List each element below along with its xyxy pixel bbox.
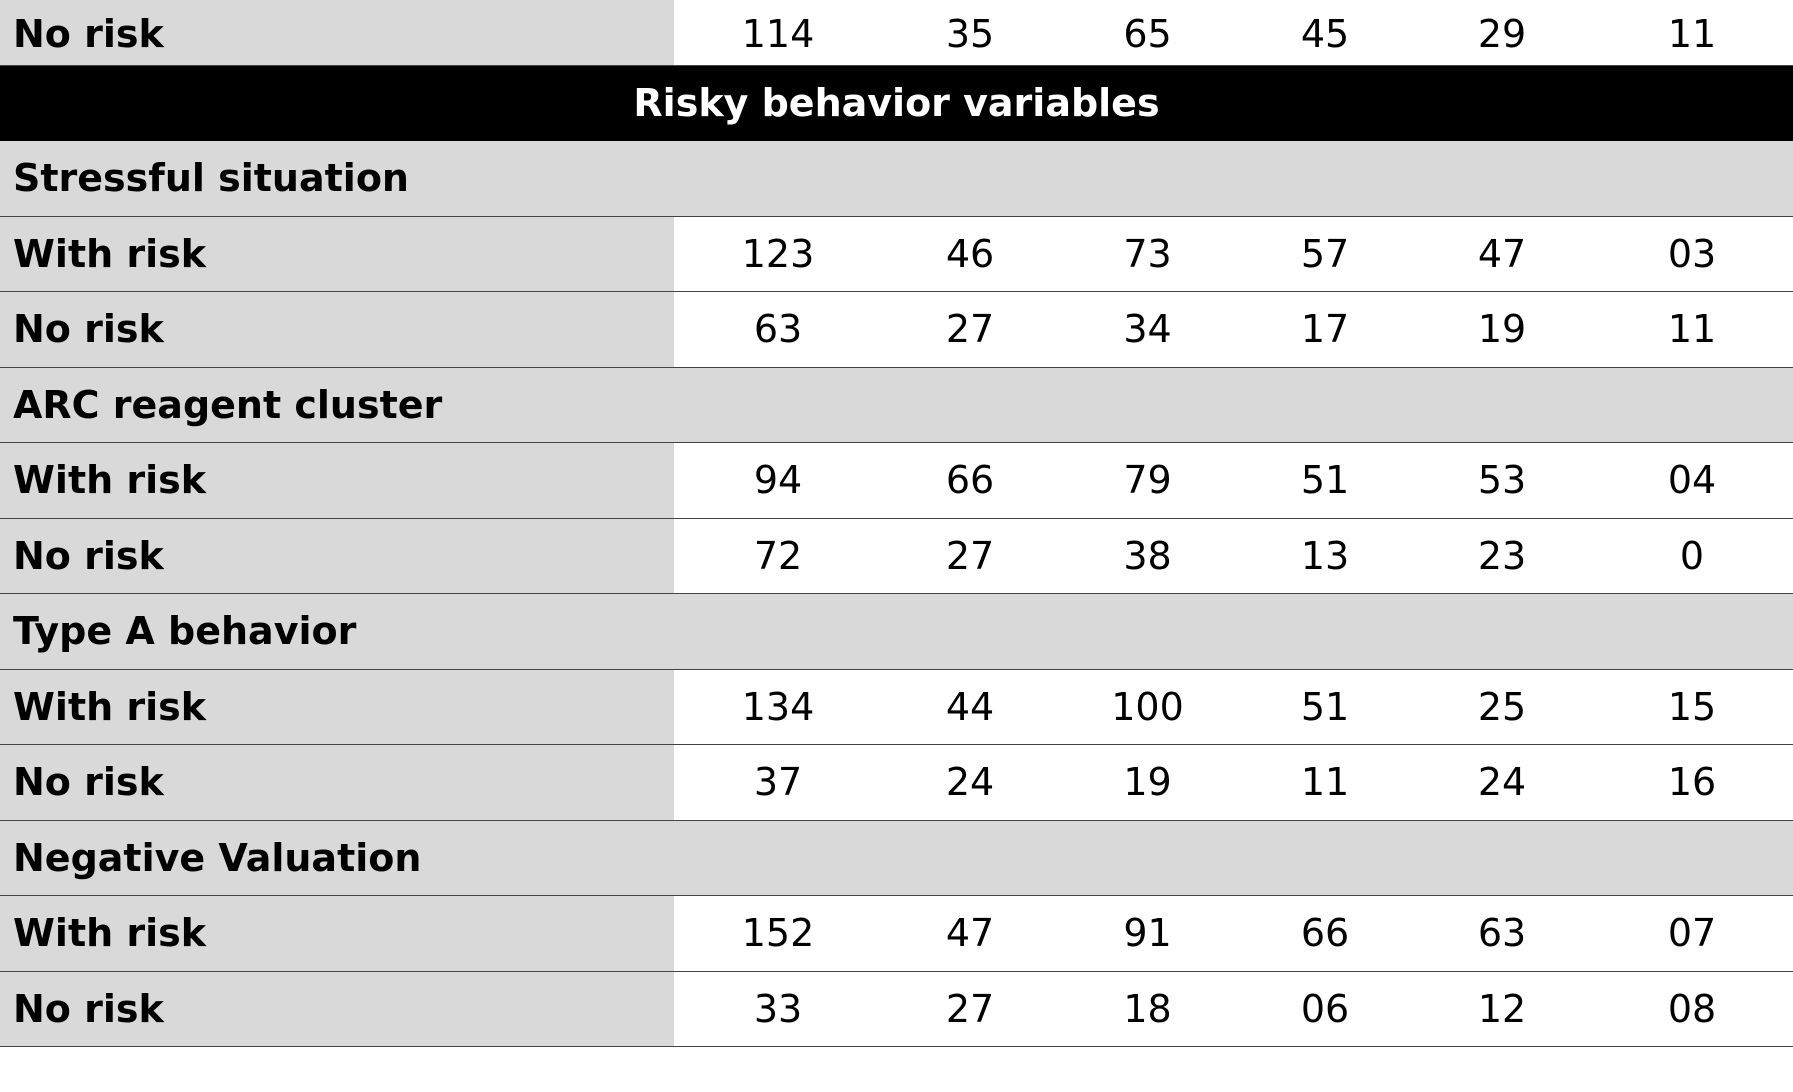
cell-value: 66: [1237, 895, 1413, 972]
cell-value: 24: [882, 744, 1058, 821]
group-header-row: ARC reagent cluster: [0, 367, 1793, 443]
table-row: No risk 37 24 19 11 24 16: [0, 744, 1793, 821]
cell-value: 11: [1591, 0, 1793, 66]
cell-value: 152: [674, 895, 882, 972]
row-label: With risk: [0, 442, 674, 519]
table-row: With risk 134 44 100 51 25 15: [0, 669, 1793, 745]
cell-value: 27: [882, 291, 1058, 368]
cell-value: 12: [1413, 971, 1591, 1047]
table-row: No risk 63 27 34 17 19 11: [0, 291, 1793, 368]
cell-value: 17: [1237, 291, 1413, 368]
cell-value: 123: [674, 216, 882, 292]
row-label: No risk: [0, 0, 674, 66]
cell-value: 06: [1237, 971, 1413, 1047]
cell-value: 03: [1591, 216, 1793, 292]
cell-value: 13: [1237, 518, 1413, 594]
row-label: With risk: [0, 216, 674, 292]
data-table: No risk 114 35 65 45 29 11 Risky behavio…: [0, 0, 1793, 1047]
cell-value: 35: [882, 0, 1058, 66]
row-label: No risk: [0, 518, 674, 594]
cell-value: 04: [1591, 442, 1793, 519]
row-label: No risk: [0, 744, 674, 821]
group-title: ARC reagent cluster: [0, 367, 1793, 443]
cell-value: 19: [1413, 291, 1591, 368]
cell-value: 72: [674, 518, 882, 594]
cell-value: 65: [1058, 0, 1237, 66]
cell-value: 33: [674, 971, 882, 1047]
cell-value: 19: [1058, 744, 1237, 821]
cell-value: 63: [674, 291, 882, 368]
cell-value: 38: [1058, 518, 1237, 594]
cell-value: 47: [882, 895, 1058, 972]
table-row: No risk 72 27 38 13 23 0: [0, 518, 1793, 594]
cell-value: 37: [674, 744, 882, 821]
cell-value: 24: [1413, 744, 1591, 821]
cell-value: 51: [1237, 442, 1413, 519]
cell-value: 0: [1591, 518, 1793, 594]
table-row: No risk 33 27 18 06 12 08: [0, 971, 1793, 1047]
row-label: No risk: [0, 971, 674, 1047]
table-row: With risk 123 46 73 57 47 03: [0, 216, 1793, 292]
cell-value: 44: [882, 669, 1058, 745]
cell-value: 100: [1058, 669, 1237, 745]
cell-value: 11: [1591, 291, 1793, 368]
section-header: Risky behavior variables: [0, 65, 1793, 141]
cell-value: 34: [1058, 291, 1237, 368]
table-row: With risk 152 47 91 66 63 07: [0, 895, 1793, 972]
cell-value: 94: [674, 442, 882, 519]
cell-value: 46: [882, 216, 1058, 292]
cell-value: 29: [1413, 0, 1591, 66]
cell-value: 66: [882, 442, 1058, 519]
cell-value: 07: [1591, 895, 1793, 972]
row-label: With risk: [0, 669, 674, 745]
cell-value: 63: [1413, 895, 1591, 972]
cell-value: 79: [1058, 442, 1237, 519]
group-header-row: Stressful situation: [0, 140, 1793, 217]
cell-value: 57: [1237, 216, 1413, 292]
cell-value: 51: [1237, 669, 1413, 745]
table-row: No risk 114 35 65 45 29 11: [0, 0, 1793, 66]
row-label: No risk: [0, 291, 674, 368]
row-label: With risk: [0, 895, 674, 972]
cell-value: 25: [1413, 669, 1591, 745]
cell-value: 18: [1058, 971, 1237, 1047]
table-row: With risk 94 66 79 51 53 04: [0, 442, 1793, 519]
cell-value: 15: [1591, 669, 1793, 745]
cell-value: 27: [882, 971, 1058, 1047]
cell-value: 73: [1058, 216, 1237, 292]
cell-value: 114: [674, 0, 882, 66]
cell-value: 45: [1237, 0, 1413, 66]
group-title: Stressful situation: [0, 140, 1793, 217]
cell-value: 08: [1591, 971, 1793, 1047]
group-title: Type A behavior: [0, 593, 1793, 670]
group-header-row: Negative Valuation: [0, 820, 1793, 896]
cell-value: 53: [1413, 442, 1591, 519]
cell-value: 27: [882, 518, 1058, 594]
cell-value: 134: [674, 669, 882, 745]
cell-value: 91: [1058, 895, 1237, 972]
cell-value: 16: [1591, 744, 1793, 821]
group-header-row: Type A behavior: [0, 593, 1793, 670]
cell-value: 23: [1413, 518, 1591, 594]
section-header-row: Risky behavior variables: [0, 65, 1793, 141]
cell-value: 11: [1237, 744, 1413, 821]
cell-value: 47: [1413, 216, 1591, 292]
group-title: Negative Valuation: [0, 820, 1793, 896]
